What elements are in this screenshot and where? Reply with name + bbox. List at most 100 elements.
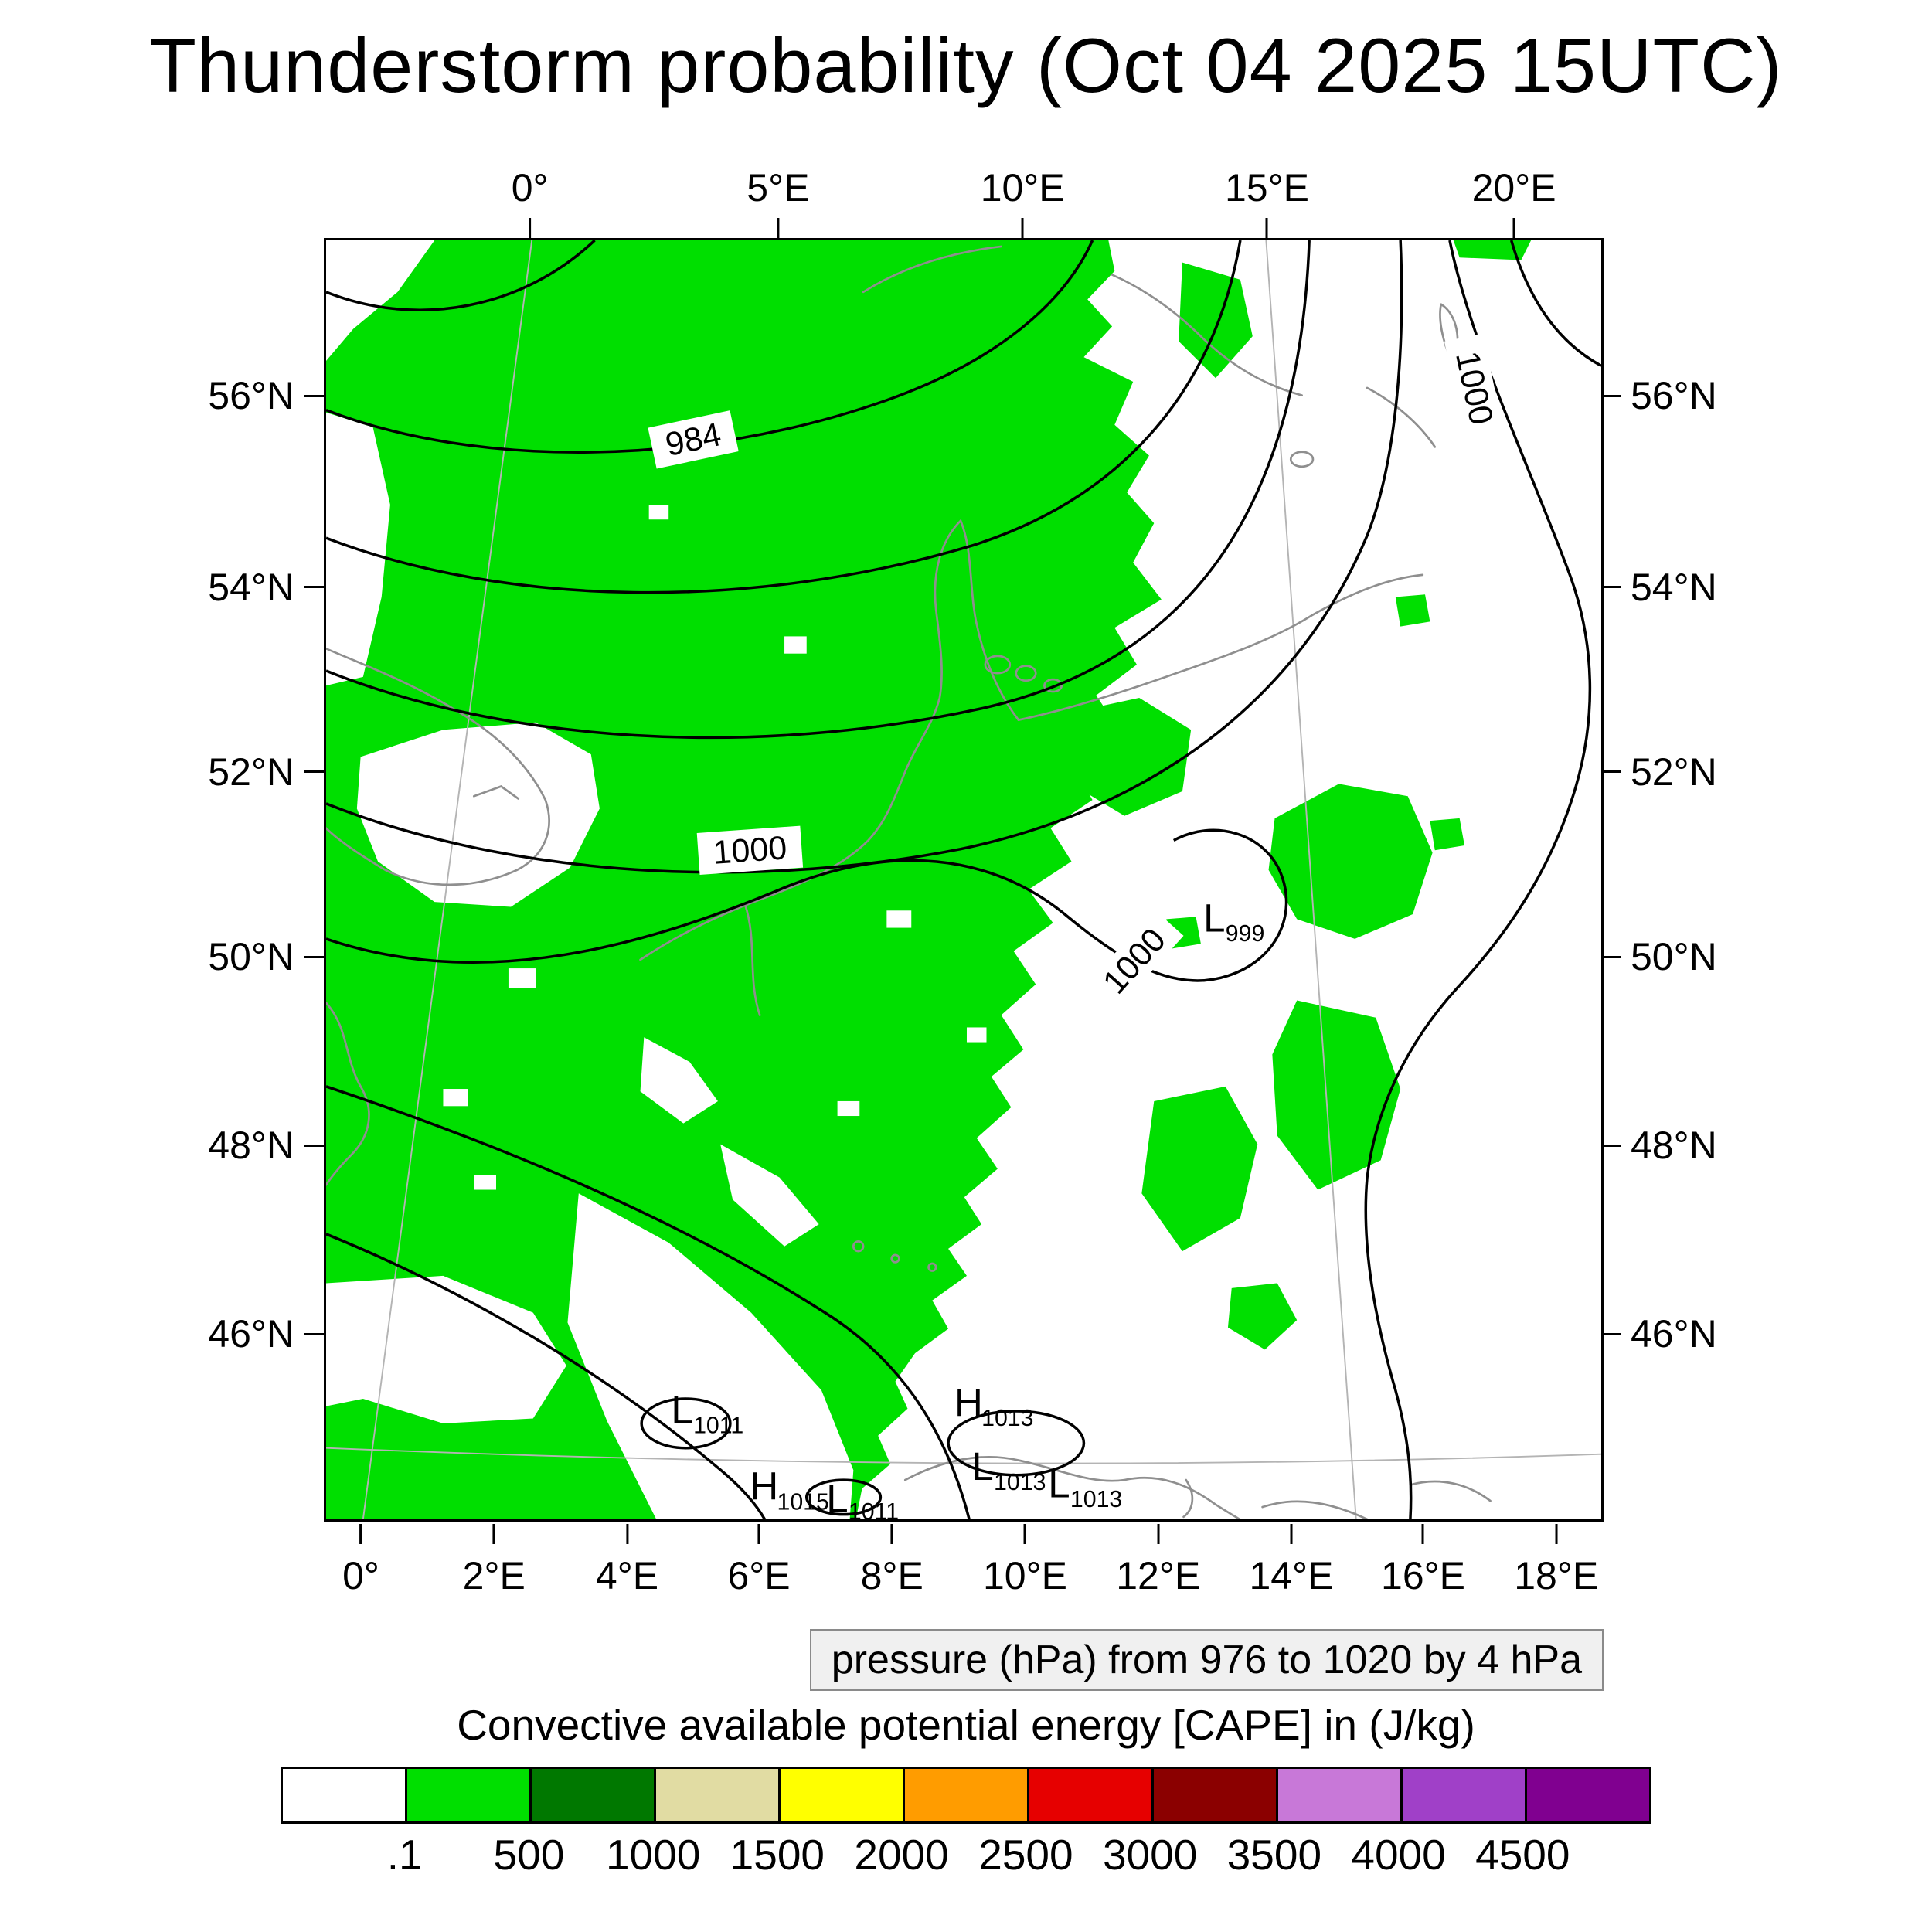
- axis-tick-label: 12°E: [1116, 1554, 1201, 1597]
- axis-tick-label: 14°E: [1249, 1554, 1334, 1597]
- axis-tick-mark: [890, 1524, 893, 1544]
- axis-tick-label: 50°N: [208, 935, 294, 979]
- pressure-center-value: 1013: [981, 1406, 1033, 1431]
- pressure-center-value: 999: [1226, 921, 1265, 947]
- axis-tick-mark: [1023, 1524, 1026, 1544]
- axis-tick-label: 0°: [511, 166, 549, 209]
- colorbar-tick-label: 4000: [1351, 1831, 1446, 1879]
- axis-right-tick-group: 48°N: [1601, 1123, 1717, 1168]
- axis-tick-label: 6°E: [727, 1554, 791, 1597]
- axis-left-tick-group: 56°N: [208, 373, 324, 418]
- colorbar-tick-label: 1000: [605, 1831, 701, 1879]
- axis-tick-mark: [777, 218, 780, 238]
- axis-tick-mark: [304, 770, 324, 774]
- colorbar-cell: [654, 1769, 778, 1821]
- colorbar-cell: [1027, 1769, 1151, 1821]
- axis-tick-mark: [1601, 1332, 1621, 1335]
- colorbar-cell: [529, 1769, 654, 1821]
- axis-bottom-tick-group: 8°E: [861, 1524, 923, 1598]
- axis-tick-label: 56°N: [208, 374, 294, 418]
- pressure-center-letter: L: [1048, 1461, 1070, 1505]
- axis-tick-mark: [492, 1524, 495, 1544]
- axis-tick-mark: [1601, 1144, 1621, 1147]
- axis-tick-label: 54°N: [1631, 565, 1717, 609]
- pressure-center-letter: H: [954, 1380, 983, 1424]
- axis-tick-mark: [1157, 1524, 1160, 1544]
- axis-tick-mark: [359, 1524, 362, 1544]
- axis-tick-label: 46°N: [1631, 1312, 1717, 1356]
- colorbar-tick-label: .1: [386, 1831, 423, 1879]
- axis-tick-label: 0°: [342, 1554, 379, 1597]
- axis-top-tick-group: 5°E: [747, 165, 809, 238]
- axis-tick-mark: [529, 218, 532, 238]
- axis-tick-label: 10°E: [983, 1554, 1067, 1597]
- axis-bottom: 0° 2°E 4°E 6°E 8°E 1: [324, 1524, 1604, 1624]
- axis-bottom-tick-group: 4°E: [596, 1524, 658, 1598]
- axis-bottom-tick-group: 12°E: [1116, 1524, 1200, 1598]
- axis-tick-label: 5°E: [747, 166, 810, 209]
- axis-bottom-tick-group: 18°E: [1514, 1524, 1598, 1598]
- colorbar-cell: [405, 1769, 529, 1821]
- axis-bottom-tick-group: 14°E: [1249, 1524, 1333, 1598]
- axis-tick-label: 15°E: [1224, 166, 1309, 209]
- axis-tick-label: 46°N: [208, 1312, 294, 1356]
- colorbar-tick-label: 4500: [1475, 1831, 1570, 1879]
- pressure-contours: [326, 240, 1601, 1519]
- axis-tick-mark: [1601, 955, 1621, 958]
- axis-tick-label: 56°N: [1631, 374, 1717, 418]
- axis-tick-mark: [1290, 1524, 1293, 1544]
- axis-tick-mark: [304, 394, 324, 397]
- axis-tick-label: 10°E: [980, 166, 1065, 209]
- contour-label-1000-west: 1000: [712, 829, 788, 872]
- pressure-note-row: pressure (hPa) from 976 to 1020 by 4 hPa: [324, 1629, 1604, 1691]
- axis-tick-label: 16°E: [1381, 1554, 1465, 1597]
- axis-top-tick-group: 10°E: [981, 165, 1065, 238]
- axis-bottom-tick-group: 6°E: [727, 1524, 791, 1598]
- legend-title: Convective available potential energy [C…: [457, 1701, 1475, 1749]
- colorbar-tick-label: 3000: [1102, 1831, 1198, 1879]
- axis-tick-mark: [1422, 1524, 1424, 1544]
- axis-left: 56°N 54°N 52°N 50°N 48°N: [108, 238, 324, 1522]
- axis-tick-mark: [304, 1144, 324, 1147]
- map-frame: 984 1000 1000 1000 L 999 L: [324, 238, 1604, 1522]
- axis-tick-mark: [304, 1332, 324, 1335]
- colorbar-cell: [778, 1769, 903, 1821]
- axis-top-tick-group: 15°E: [1225, 165, 1309, 238]
- axis-tick-label: 18°E: [1514, 1554, 1599, 1597]
- axis-left-tick-group: 48°N: [208, 1123, 324, 1168]
- pressure-center-value: 1011: [693, 1413, 743, 1439]
- colorbar-cell: [903, 1769, 1027, 1821]
- pressure-center-labels: L 999 L 1011 H 1015 L 1011 H 1013 L 1013…: [671, 896, 1264, 1519]
- colorbar-tick-label: 2500: [978, 1831, 1073, 1879]
- axis-bottom-tick-group: 16°E: [1381, 1524, 1465, 1598]
- pressure-center-value: 1013: [994, 1470, 1046, 1495]
- axis-left-tick-group: 50°N: [208, 934, 324, 979]
- axis-tick-mark: [757, 1524, 760, 1544]
- axis-left-tick-group: 54°N: [208, 565, 324, 610]
- colorbar-tick-label: 3500: [1226, 1831, 1322, 1879]
- cape-shading-green: [326, 240, 1532, 1519]
- colorbar-cell: [1151, 1769, 1276, 1821]
- axis-tick-mark: [304, 955, 324, 958]
- cape-colorbar: [281, 1767, 1651, 1824]
- axis-right-tick-group: 46°N: [1601, 1311, 1717, 1356]
- axis-right: 56°N 54°N 52°N 50°N 48°N: [1601, 238, 1833, 1522]
- axis-tick-mark: [304, 586, 324, 589]
- axis-right-tick-group: 56°N: [1601, 373, 1717, 418]
- axis-tick-mark: [1512, 218, 1515, 238]
- axis-tick-mark: [625, 1524, 628, 1544]
- axis-tick-label: 54°N: [208, 565, 294, 609]
- axis-tick-mark: [1601, 586, 1621, 589]
- axis-right-tick-group: 52°N: [1601, 750, 1717, 794]
- axis-top-tick-group: 20°E: [1472, 165, 1556, 238]
- weather-map-canvas: 984 1000 1000 1000 L 999 L: [326, 240, 1601, 1519]
- pressure-center-letter: L: [971, 1444, 993, 1488]
- axis-bottom-tick-group: 2°E: [463, 1524, 526, 1598]
- colorbar-tick-labels: .1 500 1000 1500 2000 2500 3000 3500 400…: [281, 1830, 1647, 1884]
- colorbar-tick-label: 2000: [854, 1831, 949, 1879]
- pressure-note: pressure (hPa) from 976 to 1020 by 4 hPa: [809, 1629, 1604, 1691]
- axis-tick-label: 52°N: [208, 750, 294, 794]
- colorbar-tick-label: 500: [493, 1831, 565, 1879]
- colorbar-cell: [283, 1769, 405, 1821]
